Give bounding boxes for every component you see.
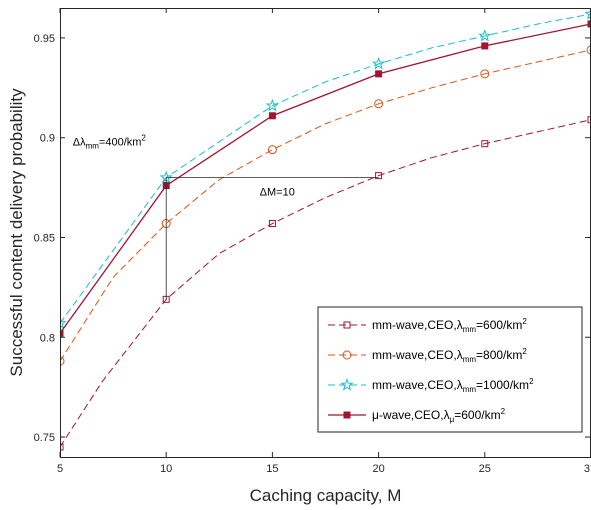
- y-tick-label: 0.9: [40, 133, 55, 145]
- legend-marker: [340, 378, 354, 391]
- series-1-point: [375, 172, 383, 180]
- legend-label: μ-wave,CEO,λμ=600/km2: [372, 407, 506, 424]
- series-4-point: [268, 112, 276, 120]
- series-1-point: [587, 116, 591, 124]
- series-4: [60, 20, 591, 337]
- series-1-point: [60, 443, 64, 451]
- legend-marker: [343, 411, 351, 419]
- series-2-point: [586, 45, 591, 55]
- y-tick-label: 0.95: [34, 33, 55, 45]
- legend-label: mm-wave,CEO,λmm=800/km2: [372, 347, 527, 364]
- series-4-point: [375, 70, 383, 78]
- legend-item-4: μ-wave,CEO,λμ=600/km2: [328, 407, 506, 424]
- series-2-point: [60, 356, 65, 366]
- series-3-point: [372, 56, 386, 70]
- legend-item-2: mm-wave,CEO,λmm=800/km2: [328, 347, 527, 364]
- series-1-point: [268, 220, 276, 228]
- legend-label: mm-wave,CEO,λmm=600/km2: [372, 317, 527, 334]
- series-1-line: [60, 119, 591, 448]
- legend-item-3: mm-wave,CEO,λmm=1000/km2: [328, 377, 534, 394]
- x-tick-label: 10: [160, 463, 172, 475]
- annotation-delta-lambda: Δλmm=400/km2: [73, 134, 147, 151]
- legend-marker: [342, 350, 352, 360]
- x-axis-label: Caching capacity, M: [250, 486, 402, 505]
- series-4-point: [481, 42, 489, 50]
- series-4-line: [60, 23, 591, 334]
- legend-label: mm-wave,CEO,λmm=1000/km2: [372, 377, 534, 394]
- series-3: [60, 8, 591, 329]
- x-tick-label: 20: [372, 463, 384, 475]
- series-2-point: [267, 145, 277, 155]
- annotation-delta-m: ΔM=10: [260, 187, 295, 199]
- series-3-point: [584, 8, 591, 20]
- legend-item-1: mm-wave,CEO,λmm=600/km2: [328, 317, 527, 334]
- y-axis-label: Successful content delivery probability: [7, 88, 26, 377]
- series-4-point: [60, 329, 64, 337]
- y-tick-label: 0.75: [34, 432, 55, 444]
- series-4-point: [587, 20, 591, 28]
- legend-marker: [343, 321, 351, 329]
- x-tick-label: 25: [479, 463, 491, 475]
- y-tick-label: 0.8: [40, 332, 55, 344]
- x-tick-label: 3: [584, 463, 590, 475]
- series-1-point: [481, 140, 489, 148]
- legend-box: [317, 306, 583, 433]
- x-tick-label: 15: [266, 463, 278, 475]
- series-1: [60, 116, 591, 451]
- series-3-line: [60, 13, 591, 324]
- legend: mm-wave,CEO,λmm=600/km2 mm-wave,CEO,λmm=8…: [317, 306, 583, 433]
- series-2-point: [374, 99, 384, 109]
- series-3-point: [60, 316, 67, 329]
- series-3-point: [478, 29, 492, 42]
- plot-area: [60, 8, 591, 451]
- annotations: Δλmm=400/km2 ΔM=10: [73, 134, 379, 300]
- series-2-point: [480, 69, 490, 79]
- x-tick-label: 5: [57, 463, 63, 475]
- y-tick-label: 0.85: [34, 232, 55, 244]
- series-2-line: [60, 49, 591, 362]
- series-3-point: [265, 98, 279, 112]
